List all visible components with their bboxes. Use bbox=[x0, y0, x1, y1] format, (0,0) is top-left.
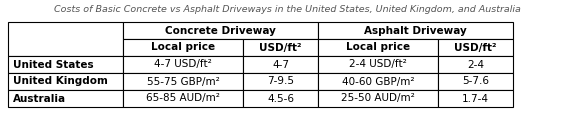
Bar bbox=[8, 56, 123, 73]
Bar bbox=[438, 90, 513, 107]
Text: 2-4: 2-4 bbox=[467, 60, 484, 69]
Text: Local price: Local price bbox=[151, 42, 215, 53]
Text: United Kingdom: United Kingdom bbox=[13, 77, 108, 87]
Bar bbox=[8, 73, 123, 90]
Bar bbox=[123, 39, 243, 56]
Text: USD/ft²: USD/ft² bbox=[259, 42, 302, 53]
Text: USD/ft²: USD/ft² bbox=[454, 42, 497, 53]
Text: 2-4 USD/ft²: 2-4 USD/ft² bbox=[349, 60, 407, 69]
Text: 4.5-6: 4.5-6 bbox=[267, 93, 294, 103]
Text: Local price: Local price bbox=[346, 42, 410, 53]
Bar bbox=[243, 39, 318, 56]
Bar bbox=[243, 73, 318, 90]
Text: 4-7: 4-7 bbox=[272, 60, 289, 69]
Bar bbox=[438, 73, 513, 90]
Text: 4-7 USD/ft²: 4-7 USD/ft² bbox=[154, 60, 212, 69]
Text: Concrete Driveway: Concrete Driveway bbox=[165, 26, 276, 36]
Bar bbox=[123, 90, 243, 107]
Text: 7-9.5: 7-9.5 bbox=[267, 77, 294, 87]
Bar bbox=[123, 56, 243, 73]
Text: Costs of Basic Concrete vs Asphalt Driveways in the United States, United Kingdo: Costs of Basic Concrete vs Asphalt Drive… bbox=[54, 6, 521, 15]
Text: 55-75 GBP/m²: 55-75 GBP/m² bbox=[147, 77, 220, 87]
Text: 25-50 AUD/m²: 25-50 AUD/m² bbox=[341, 93, 415, 103]
Bar bbox=[318, 73, 438, 90]
Bar bbox=[318, 22, 513, 39]
Bar bbox=[438, 56, 513, 73]
Bar bbox=[243, 90, 318, 107]
Bar bbox=[318, 56, 438, 73]
Bar bbox=[123, 73, 243, 90]
Text: 5-7.6: 5-7.6 bbox=[462, 77, 489, 87]
Text: Asphalt Driveway: Asphalt Driveway bbox=[364, 26, 467, 36]
Text: 1.7-4: 1.7-4 bbox=[462, 93, 489, 103]
Bar bbox=[243, 56, 318, 73]
Text: Australia: Australia bbox=[13, 93, 66, 103]
Bar bbox=[123, 22, 318, 39]
Bar bbox=[8, 90, 123, 107]
Bar bbox=[8, 22, 123, 56]
Text: 65-85 AUD/m²: 65-85 AUD/m² bbox=[146, 93, 220, 103]
Bar bbox=[438, 39, 513, 56]
Bar bbox=[318, 90, 438, 107]
Text: United States: United States bbox=[13, 60, 94, 69]
Bar bbox=[318, 39, 438, 56]
Text: 40-60 GBP/m²: 40-60 GBP/m² bbox=[342, 77, 414, 87]
